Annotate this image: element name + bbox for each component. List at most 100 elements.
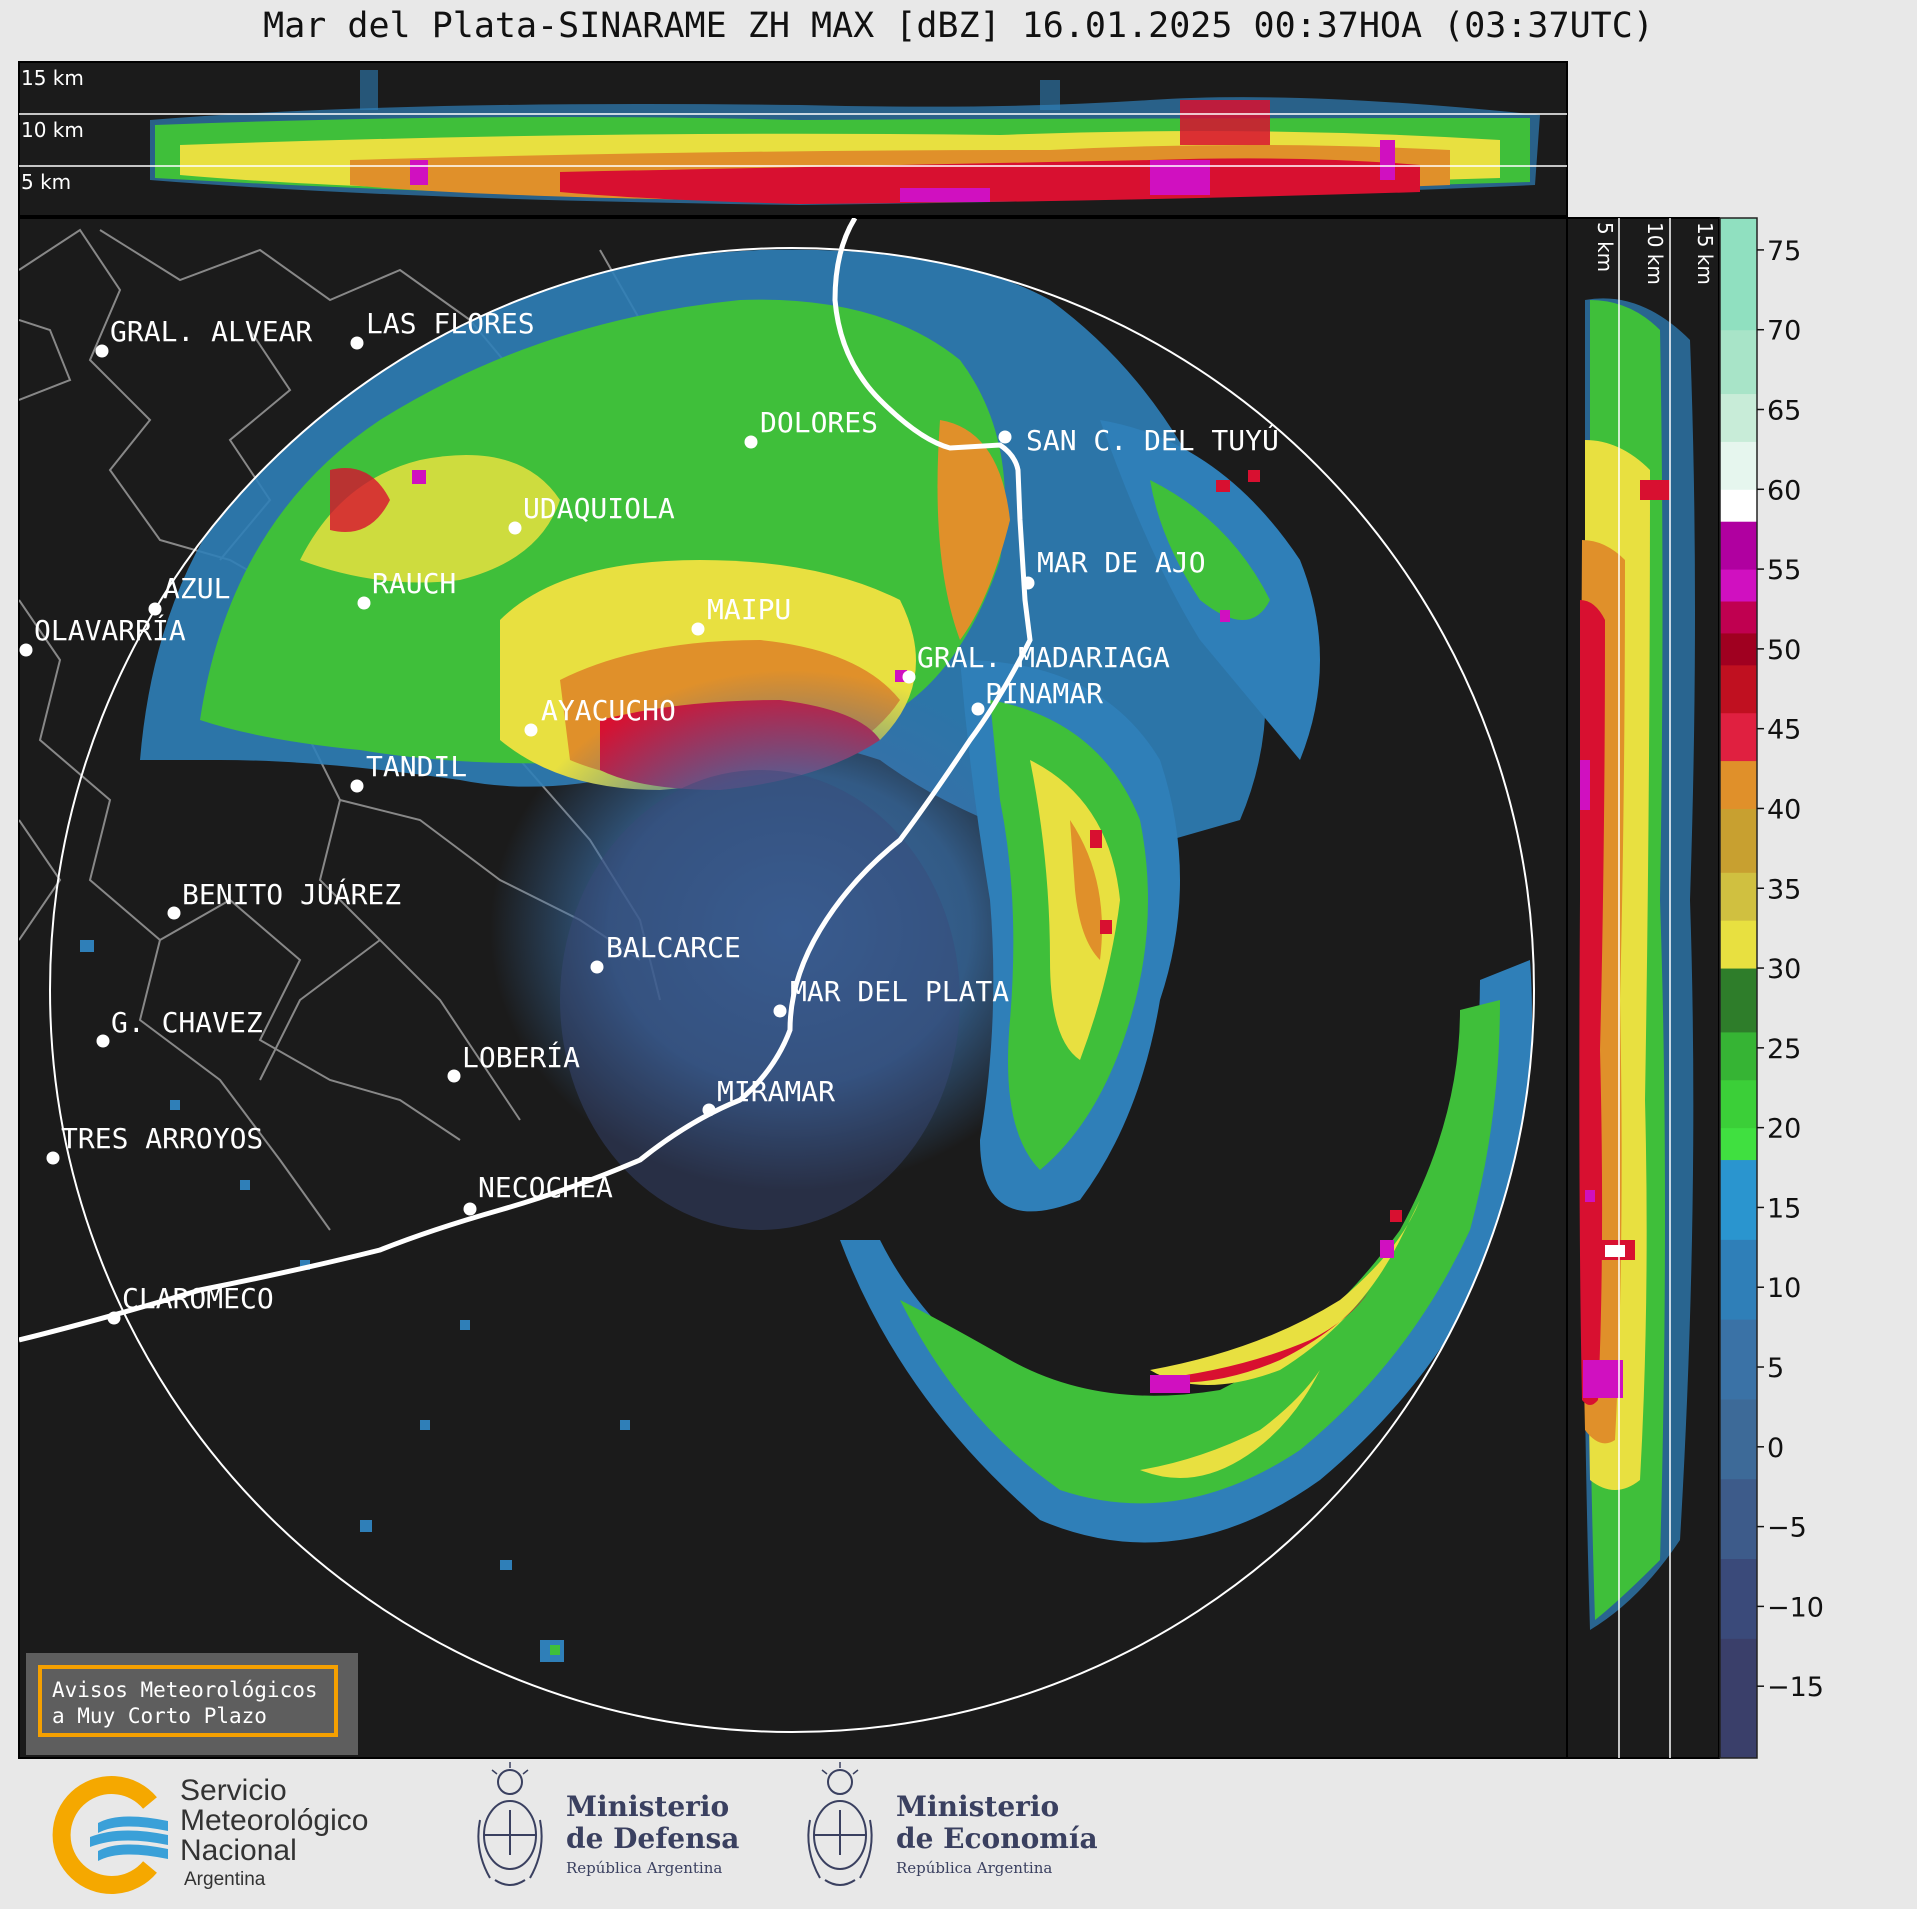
city-marker bbox=[350, 336, 364, 350]
coastline bbox=[19, 218, 1033, 1343]
city-marker bbox=[463, 1202, 477, 1216]
city-marker bbox=[96, 1034, 110, 1048]
economia-line-3: República Argentina bbox=[896, 1859, 1053, 1877]
colorbar-band bbox=[1720, 872, 1757, 921]
colorbar-band bbox=[1720, 1558, 1757, 1639]
city-marker bbox=[702, 1103, 716, 1117]
city-label: MIRAMAR bbox=[717, 1075, 835, 1108]
economia-logo: Ministerio de Economía República Argenti… bbox=[800, 1760, 1100, 1900]
city-label: DOLORES bbox=[760, 406, 878, 439]
colorbar-band bbox=[1720, 1079, 1757, 1129]
colorbar-band bbox=[1720, 920, 1757, 969]
city-label: CLAROMECO bbox=[122, 1282, 274, 1315]
colorbar-tick-label: 40 bbox=[1767, 794, 1801, 825]
top-label-10km: 10 km bbox=[21, 118, 84, 142]
colorbar-band bbox=[1720, 1319, 1757, 1400]
colorbar-tick-label: 35 bbox=[1767, 874, 1801, 905]
colorbar-tick-label: 5 bbox=[1767, 1353, 1784, 1384]
colorbar-band bbox=[1720, 712, 1757, 762]
colorbar-tick-label: 25 bbox=[1767, 1034, 1801, 1065]
city-marker bbox=[167, 906, 181, 920]
warning-line-1: Avisos Meteorológicos bbox=[52, 1678, 318, 1702]
radar-map-panel: GRAL. ALVEAR LAS FLORES DOLORES SAN C. DEL … bbox=[18, 217, 1568, 1759]
colorbar-band bbox=[1720, 441, 1757, 490]
economia-line-1: Ministerio bbox=[896, 1790, 1060, 1823]
colorbar-band bbox=[1720, 393, 1757, 442]
warning-line-2: a Muy Corto Plazo bbox=[52, 1704, 267, 1728]
city-marker bbox=[744, 435, 758, 449]
colorbar-band bbox=[1720, 664, 1757, 714]
colorbar-band bbox=[1720, 489, 1757, 522]
city-label: GRAL. MADARIAGA bbox=[917, 641, 1170, 674]
city-marker bbox=[590, 960, 604, 974]
colorbar-tick-label: 60 bbox=[1767, 475, 1801, 506]
city-label: LOBERÍA bbox=[462, 1040, 580, 1074]
side-label-10km: 10 km bbox=[1643, 222, 1667, 285]
colorbar-band bbox=[1720, 1031, 1757, 1081]
colorbar-band bbox=[1720, 632, 1757, 666]
colorbar-band bbox=[1720, 1638, 1757, 1759]
smn-line-1: Servicio bbox=[180, 1774, 287, 1807]
warning-box[interactable]: Avisos Meteorológicos a Muy Corto Plazo bbox=[26, 1653, 358, 1755]
city-label: UDAQUIOLA bbox=[523, 492, 675, 525]
colorbar-tick-label: 15 bbox=[1767, 1193, 1801, 1224]
smn-line-2: Meteorológico bbox=[180, 1804, 369, 1837]
city-label: BALCARCE bbox=[606, 931, 741, 964]
colorbar-band bbox=[1720, 1159, 1757, 1240]
warning-box-frame[interactable]: Avisos Meteorológicos a Muy Corto Plazo bbox=[38, 1665, 338, 1737]
colorbar-tick-label: −10 bbox=[1767, 1592, 1824, 1623]
city-label: PINAMAR bbox=[985, 677, 1103, 710]
city-marker bbox=[148, 602, 162, 616]
argentina-coat-of-arms-icon bbox=[477, 1762, 543, 1886]
city-marker bbox=[107, 1311, 121, 1325]
city-label: AZUL bbox=[163, 572, 230, 605]
colorbar-tick-label: 65 bbox=[1767, 396, 1801, 427]
defensa-line-3: República Argentina bbox=[566, 1859, 723, 1877]
colorbar-band bbox=[1720, 968, 1757, 1033]
side-label-5km: 5 km bbox=[1593, 222, 1617, 272]
city-marker bbox=[357, 596, 371, 610]
colorbar-band bbox=[1720, 521, 1757, 570]
defensa-line-2: de Defensa bbox=[566, 1822, 740, 1855]
colorbar-band bbox=[1720, 1478, 1757, 1560]
economia-line-2: de Economía bbox=[896, 1822, 1098, 1855]
colorbar-tick-label: 20 bbox=[1767, 1114, 1801, 1145]
top-panel-echo bbox=[150, 70, 1540, 205]
colorbar-band bbox=[1720, 569, 1757, 602]
colorbar-tick-label: 10 bbox=[1767, 1273, 1801, 1304]
city-marker bbox=[691, 622, 705, 636]
city-label: LAS FLORES bbox=[366, 307, 535, 340]
colorbar-band bbox=[1720, 1398, 1757, 1480]
side-cross-section-panel: 5 km 10 km 15 km bbox=[1566, 217, 1720, 1759]
top-cross-section-panel: 15 km 10 km 5 km bbox=[18, 61, 1568, 217]
colorbar-band bbox=[1720, 1239, 1757, 1320]
city-marker bbox=[95, 344, 109, 358]
city-label: TRES ARROYOS bbox=[61, 1122, 263, 1155]
colorbar-band bbox=[1720, 218, 1757, 331]
city-marker bbox=[773, 1004, 787, 1018]
colorbar-band bbox=[1720, 808, 1757, 873]
colorbar-bands bbox=[1720, 218, 1757, 1759]
city-marker bbox=[902, 670, 916, 684]
top-label-15km: 15 km bbox=[21, 66, 84, 90]
argentina-coat-of-arms-icon bbox=[807, 1762, 873, 1886]
city-marker bbox=[46, 1151, 60, 1165]
city-label: BENITO JUÁREZ bbox=[182, 877, 401, 911]
colorbar-tick-label: −5 bbox=[1767, 1513, 1807, 1544]
city-label: RAUCH bbox=[372, 567, 456, 600]
city-label: MAR DEL PLATA bbox=[790, 975, 1009, 1008]
city-marker bbox=[1021, 576, 1035, 590]
city-marker bbox=[508, 521, 522, 535]
city-label: G. CHAVEZ bbox=[111, 1006, 263, 1039]
side-label-15km: 15 km bbox=[1693, 222, 1717, 285]
colorbar-tick-label: 75 bbox=[1767, 236, 1801, 267]
defensa-line-1: Ministerio bbox=[566, 1790, 730, 1823]
side-panel-echo bbox=[1579, 298, 1695, 1630]
colorbar-band bbox=[1720, 1127, 1757, 1161]
smn-emblem-icon bbox=[52, 1776, 168, 1894]
city-label: NECOCHEA bbox=[478, 1171, 613, 1204]
top-label-5km: 5 km bbox=[21, 170, 71, 194]
colorbar-tick-label: 50 bbox=[1767, 635, 1801, 666]
city-label: GRAL. ALVEAR bbox=[110, 315, 312, 348]
